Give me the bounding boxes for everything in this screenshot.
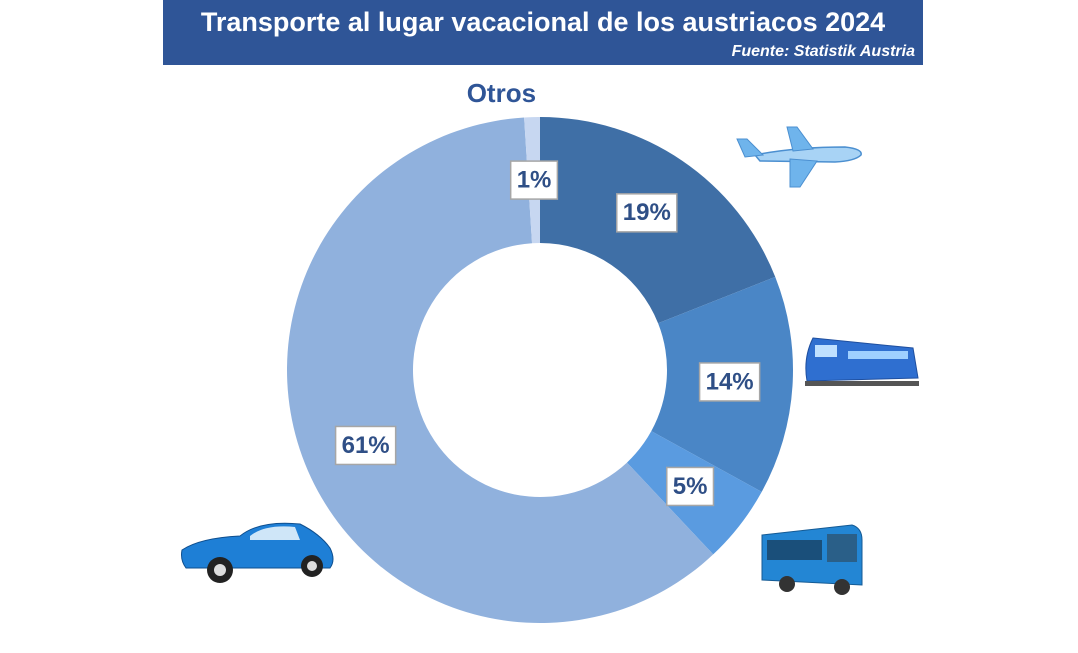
value-label: 5% <box>673 473 708 500</box>
value-label-box <box>616 193 678 233</box>
value-label: 19% <box>623 199 671 226</box>
chart-title: Transporte al lugar vacacional de los au… <box>201 7 885 37</box>
value-label: 14% <box>706 368 754 395</box>
value-label: 61% <box>342 432 390 459</box>
value-label-box <box>666 466 715 507</box>
donut-slice <box>287 117 714 623</box>
chart-subtitle: Fuente: Statistik Austria <box>732 43 916 60</box>
train-icon <box>805 337 919 386</box>
bus-icon <box>761 524 863 595</box>
value-label-box <box>334 425 397 466</box>
value-label: 1% <box>517 166 552 193</box>
category-label: Otros <box>467 78 536 108</box>
title-bar <box>163 0 923 65</box>
plane-icon <box>736 126 862 188</box>
value-label-box <box>509 160 559 200</box>
value-label-box <box>698 362 761 402</box>
car-icon <box>181 522 334 583</box>
